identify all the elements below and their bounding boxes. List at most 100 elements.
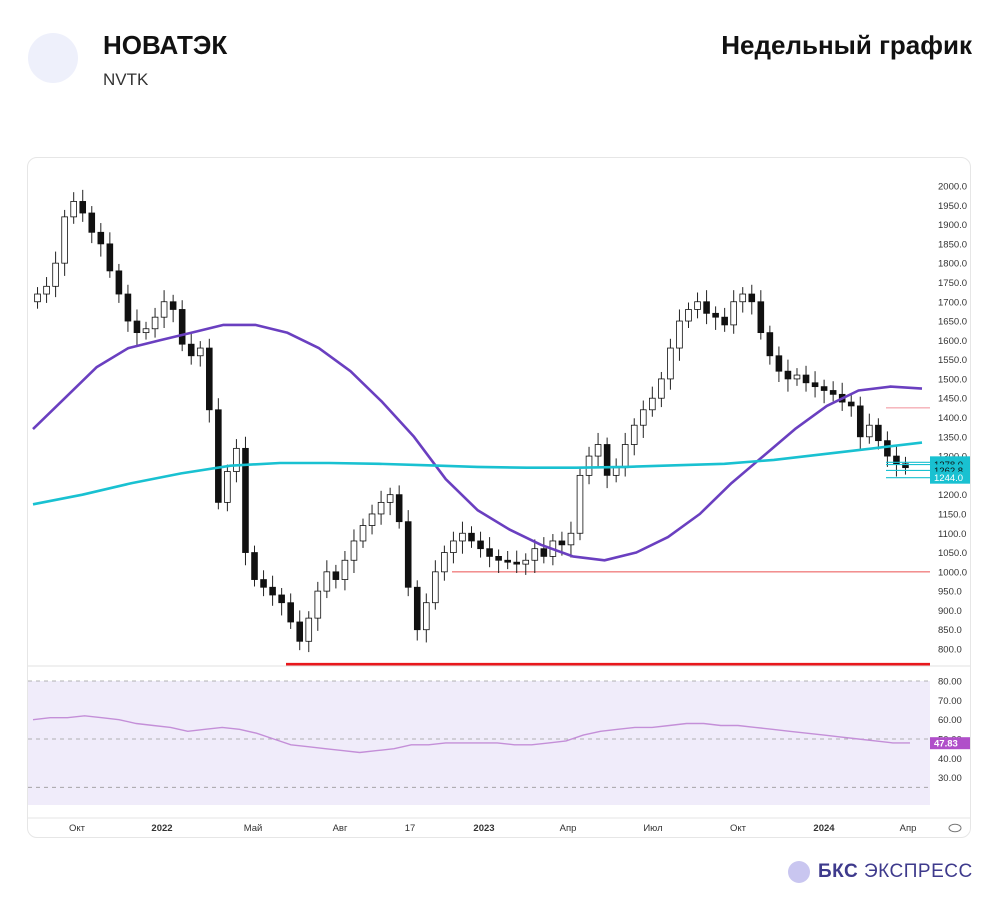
- price-tick-label: 850.0: [938, 625, 962, 636]
- ticker: NVTK: [103, 70, 149, 89]
- candle: [52, 262, 59, 287]
- candle: [296, 621, 304, 642]
- candle: [847, 401, 855, 407]
- candle: [721, 316, 728, 326]
- candle: [323, 571, 331, 592]
- price-tick-label: 1500.0: [938, 374, 967, 385]
- price-tick-label: 1450.0: [938, 394, 967, 405]
- candle: [730, 301, 737, 326]
- price-badge-label: 1262.8: [934, 466, 963, 477]
- price-tick-label: 950.0: [938, 587, 962, 598]
- chart-type-label: Недельный график: [721, 30, 972, 60]
- price-tick-label: 1800.0: [938, 259, 967, 270]
- candle: [350, 540, 358, 561]
- brand-icon: [788, 861, 810, 883]
- candle: [287, 602, 294, 623]
- time-tick-label: Апр: [900, 823, 917, 834]
- candle: [658, 378, 665, 399]
- time-tick-label: 17: [405, 823, 416, 834]
- candle: [133, 320, 141, 334]
- candle: [341, 559, 349, 580]
- price-tick-label: 1100.0: [938, 529, 966, 540]
- price-tick-label: 2000.0: [938, 182, 967, 193]
- candle: [450, 540, 457, 553]
- candle: [567, 532, 575, 546]
- company-logo: [28, 33, 78, 83]
- candle: [784, 370, 792, 380]
- candle: [124, 293, 132, 322]
- candle: [486, 548, 493, 557]
- candle: [558, 540, 566, 546]
- time-tick-label: 2024: [813, 823, 835, 834]
- time-tick-label: Апр: [560, 823, 577, 834]
- candle: [260, 579, 267, 588]
- candle: [630, 424, 638, 445]
- candle: [866, 424, 873, 438]
- price-badge: [930, 471, 970, 484]
- candle: [160, 301, 168, 318]
- ma-purple-line: [32, 323, 923, 562]
- eye-icon: [948, 823, 962, 833]
- price-badge-label: 1244.0: [934, 473, 963, 484]
- rsi-value-label: 47.83: [934, 739, 958, 750]
- price-tick-label: 1350.0: [938, 432, 967, 443]
- candle: [43, 285, 50, 295]
- candle: [359, 525, 367, 542]
- price-tick-label: 1750.0: [938, 278, 967, 289]
- brand-rest-text: ЭКСПРЕСС: [864, 861, 973, 882]
- candle: [79, 201, 87, 214]
- candle: [178, 309, 186, 345]
- price-tick-label: 800.0: [938, 645, 962, 656]
- candle: [811, 382, 819, 388]
- candle: [856, 405, 864, 438]
- candle: [585, 455, 593, 476]
- candle: [278, 594, 285, 604]
- time-tick-label: 2023: [473, 823, 494, 834]
- candle: [196, 347, 204, 357]
- candle: [88, 212, 96, 233]
- price-tick-label: 1150.0: [938, 509, 966, 520]
- candle: [61, 216, 68, 264]
- candle: [621, 444, 629, 469]
- time-tick-label: Май: [244, 823, 263, 834]
- candle: [215, 409, 222, 503]
- candle: [495, 556, 502, 561]
- candle: [594, 444, 602, 457]
- candle: [504, 559, 511, 563]
- rsi-tick-label: 80.00: [938, 677, 962, 688]
- candle: [540, 548, 548, 557]
- candle: [386, 494, 394, 503]
- candle: [639, 409, 647, 426]
- candle: [233, 447, 240, 472]
- candle: [368, 513, 376, 526]
- candle: [531, 548, 539, 561]
- price-tick-label: 1950.0: [938, 201, 967, 212]
- candle: [603, 444, 611, 476]
- candle: [676, 320, 683, 349]
- candle: [441, 552, 448, 573]
- price-tick-label: 1900.0: [938, 220, 967, 231]
- candle: [739, 293, 747, 303]
- candle: [314, 590, 322, 619]
- candle: [70, 201, 77, 218]
- time-tick-label: Авг: [333, 823, 348, 834]
- price-tick-label: 1650.0: [938, 317, 967, 328]
- price-tick-label: 1700.0: [938, 297, 967, 308]
- candle: [377, 501, 385, 515]
- rsi-tick-label: 70.00: [938, 696, 962, 707]
- candle: [169, 301, 177, 310]
- candle: [423, 602, 430, 631]
- candle: [775, 355, 783, 372]
- candle: [97, 231, 105, 245]
- candle: [142, 328, 150, 334]
- price-tick-label: 1000.0: [938, 567, 967, 578]
- price-tick-label: 900.0: [938, 606, 962, 617]
- candle: [829, 390, 837, 395]
- candle: [748, 293, 756, 303]
- candle: [413, 586, 421, 631]
- candle: [694, 301, 701, 310]
- candle: [649, 397, 656, 411]
- candle: [902, 463, 909, 469]
- brand-logo: БКС ЭКСПРЕСС: [788, 860, 973, 884]
